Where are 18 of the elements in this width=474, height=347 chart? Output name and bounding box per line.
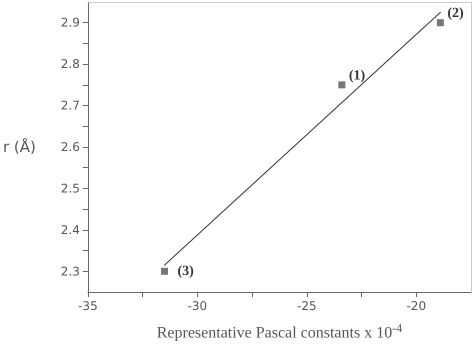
y-tick-label: 2.6 [60, 140, 80, 154]
annotation: (1) [348, 68, 366, 84]
x-tick-label: -35 [78, 299, 98, 313]
annotation: (2) [447, 6, 464, 22]
y-tick-label: 2.9 [60, 16, 80, 30]
y-tick-label: 2.5 [60, 181, 80, 196]
y-axis-title: r (Å) [2, 138, 36, 156]
point [161, 268, 168, 275]
y-tick-label: 2.8 [60, 57, 80, 72]
x-tick-label: -30 [188, 299, 208, 313]
annotation: (3) [178, 264, 194, 279]
y-tick-label: 2.3 [60, 264, 80, 278]
point [338, 81, 346, 88]
x-tick-label: -20 [406, 299, 426, 313]
y-tick-label: 2.7 [60, 98, 80, 113]
y-tick-label: 2.4 [60, 222, 80, 237]
point [436, 19, 444, 26]
x-tick-label: -25 [297, 299, 317, 313]
